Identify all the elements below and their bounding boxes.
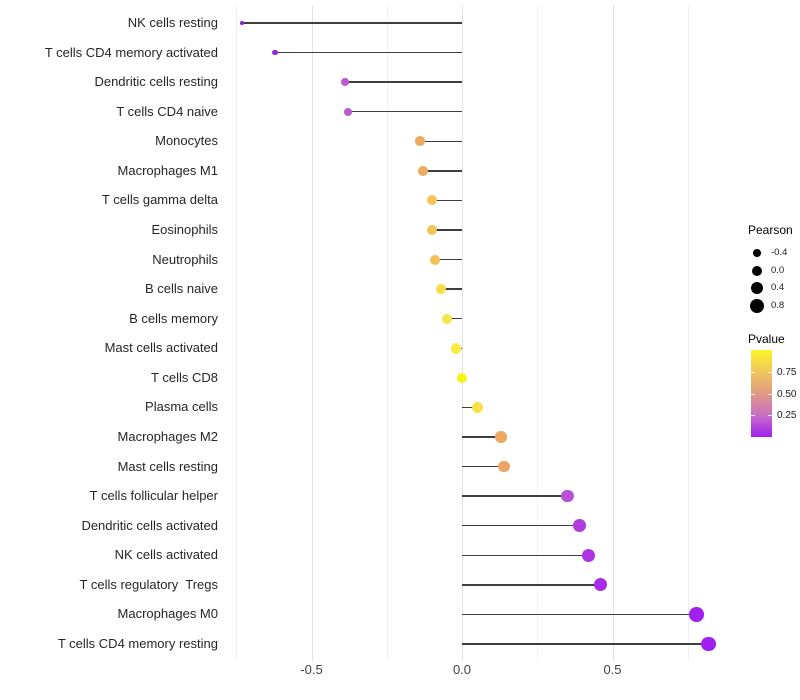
lollipop-dot (495, 431, 507, 443)
lollipop-stem (431, 199, 462, 202)
lollipop-dot (343, 107, 352, 116)
category-label: NK cells resting (127, 15, 218, 30)
lollipop-stem (462, 465, 505, 468)
legend-size-dot (750, 281, 764, 295)
lollipop-stem (242, 22, 462, 24)
legend-size-label: 0.4 (771, 282, 785, 293)
category-label: NK cells activated (114, 547, 218, 563)
category-label: T cells CD4 memory resting (57, 635, 218, 651)
lollipop-dot (471, 401, 483, 413)
x-tick-label: 0.5 (603, 662, 622, 677)
legend-size-label: 0.0 (771, 265, 785, 276)
category-label: Macrophages M2 (117, 428, 218, 444)
lollipop-dot (456, 372, 468, 384)
lollipop-stem (462, 436, 502, 438)
lollipop-stem (446, 318, 462, 320)
lollipop-dot (593, 578, 607, 592)
lollipop-dot (572, 519, 586, 533)
colorbar-tick-label: 0.75 (777, 366, 797, 378)
colorbar-tick-left (751, 371, 755, 373)
gridline-major (311, 5, 313, 661)
lollipop-stem (434, 258, 462, 261)
colorbar-tick-label: 0.50 (777, 388, 797, 400)
category-label: B cells naive (145, 281, 218, 297)
legend-title-pearson: Pearson (748, 223, 793, 237)
lollipop-stem (462, 643, 709, 645)
lollipop-stem (462, 525, 580, 527)
x-tick-label: 0.0 (452, 662, 472, 677)
category-label: T cells CD4 naive (116, 103, 218, 119)
lollipop-stem (462, 613, 697, 616)
lollipop-stem (462, 554, 589, 556)
legend-size-dot (749, 298, 765, 314)
gridline-minor (687, 5, 689, 661)
category-label: Mast cells resting (117, 458, 218, 474)
category-label: T cells regulatory Tregs (79, 576, 218, 592)
colorbar-tick-label: 0.25 (777, 410, 797, 422)
lollipop-dot (435, 284, 447, 295)
lollipop-stem (440, 288, 462, 290)
gridline-minor (386, 5, 388, 661)
category-label: Plasma cells (145, 399, 218, 415)
colorbar-tick-left (751, 393, 755, 395)
lollipop-dot (426, 224, 437, 235)
lollipop-dot (340, 78, 349, 87)
lollipop-dot (581, 548, 595, 562)
category-label: Eosinophils (151, 221, 219, 237)
lollipop-stem (431, 229, 462, 231)
lollipop-dot (240, 20, 245, 26)
lollipop-stem (462, 584, 601, 586)
lollipop-dot (441, 313, 453, 324)
lollipop-stem (347, 111, 462, 113)
category-label: Dendritic cells activated (81, 517, 218, 533)
category-label: Macrophages M0 (117, 606, 218, 622)
lollipop-dot (450, 343, 462, 354)
category-label: Dendritic cells resting (94, 74, 218, 90)
category-label: T cells CD8 (151, 369, 218, 385)
category-label: T cells gamma delta (101, 192, 218, 208)
category-label: T cells follicular helper (89, 488, 218, 504)
colorbar-tick-left (751, 415, 755, 417)
gridline-major (462, 5, 463, 661)
lollipop-dot (689, 607, 705, 622)
lollipop-stem (419, 140, 462, 142)
lollipop-stem (462, 495, 568, 497)
lollipop-stem (422, 170, 462, 172)
category-label: T cells CD4 memory activated (44, 44, 218, 60)
lollipop-dot (701, 636, 717, 652)
lollipop-stem (462, 406, 478, 409)
colorbar-tick-right (768, 393, 772, 395)
lollipop-dot (414, 136, 425, 147)
pvalue-colorbar (751, 350, 772, 437)
category-label: Monocytes (155, 133, 218, 149)
legend-title-pvalue: Pvalue (748, 332, 785, 346)
legend-size-dot (753, 249, 761, 257)
legend-size-label: -0.4 (771, 247, 788, 258)
lollipop-dot (498, 460, 510, 473)
lollipop-stem (275, 51, 462, 54)
legend-size-dot (751, 265, 763, 277)
lollipop-dot (426, 195, 437, 206)
lollipop-dot (561, 489, 574, 503)
gridline-major (612, 5, 614, 661)
lollipop-dot (417, 165, 428, 176)
category-label: Mast cells activated (104, 340, 218, 356)
colorbar-tick-right (768, 415, 772, 417)
lollipop-stem (344, 81, 462, 83)
colorbar-tick-right (768, 371, 772, 373)
legend-size-label: 0.8 (771, 300, 785, 311)
gridline-minor (236, 5, 238, 661)
gridline-minor (537, 5, 539, 661)
category-label: B cells memory (129, 310, 218, 326)
lollipop-dot (429, 254, 440, 265)
category-label: Neutrophils (152, 251, 218, 267)
x-tick-label: -0.5 (300, 662, 323, 677)
lollipop-dot (272, 49, 279, 56)
category-label: Macrophages M1 (117, 162, 218, 178)
